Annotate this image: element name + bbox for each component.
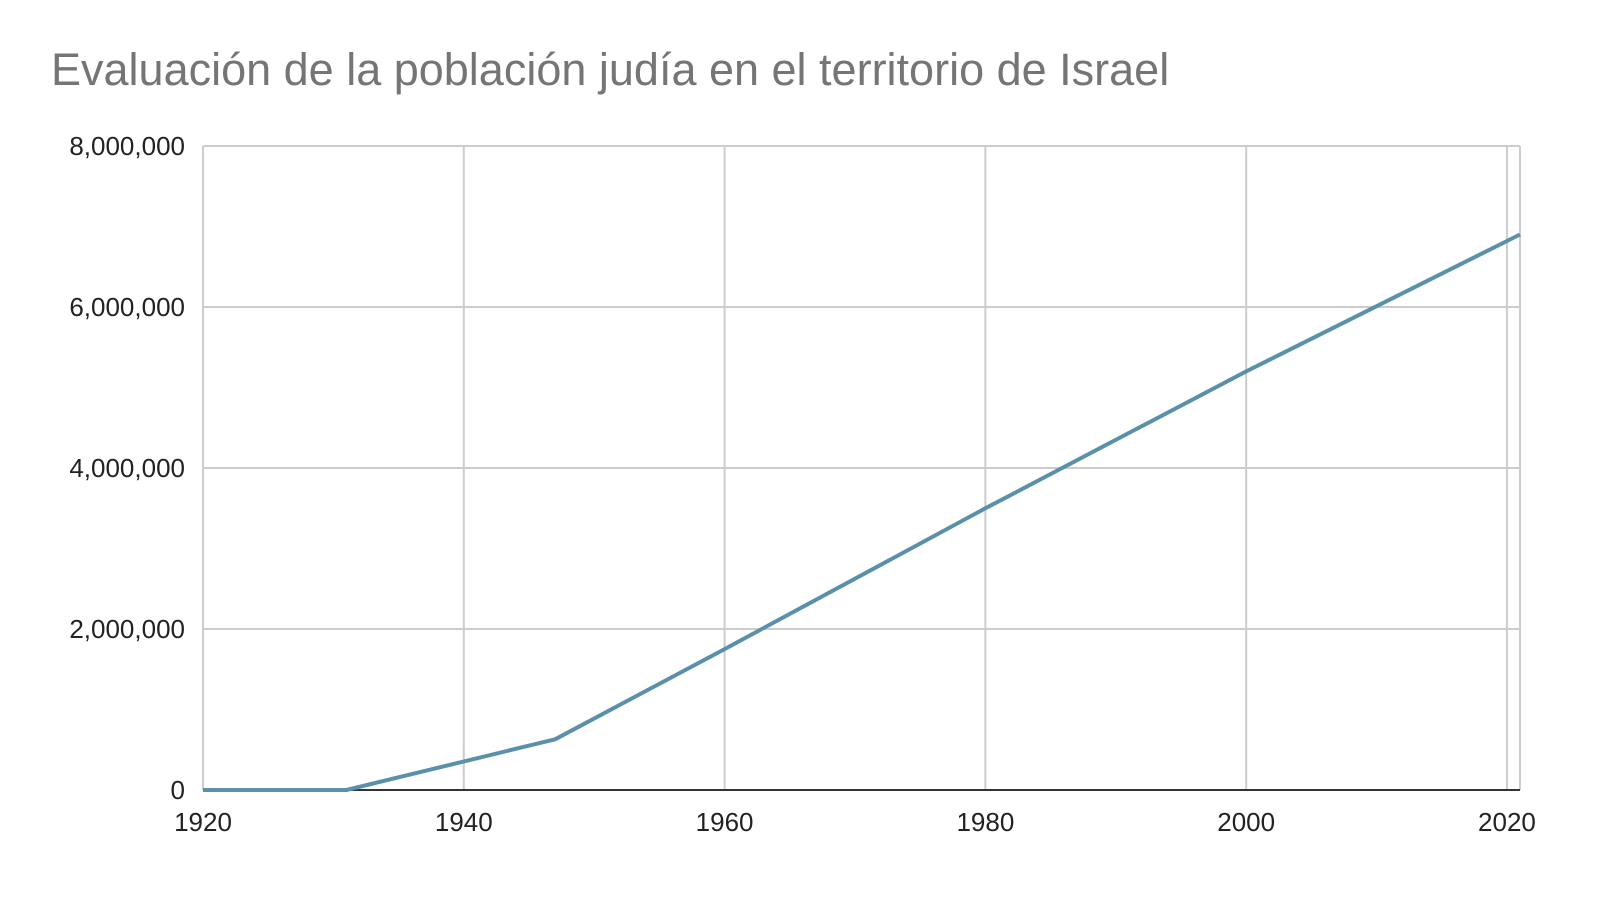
x-tick-label: 1940 [435, 807, 493, 837]
gridlines [202, 145, 1521, 790]
y-tick-label: 8,000,000 [69, 131, 185, 161]
chart-title: Evaluación de la población judía en el t… [51, 44, 1170, 95]
y-tick-label: 0 [171, 775, 185, 805]
x-tick-label: 2000 [1217, 807, 1275, 837]
x-tick-label: 1920 [174, 807, 232, 837]
series-line-0 [203, 232, 1521, 792]
x-tick-labels: 1920 1940 1960 1980 2000 2020 [174, 807, 1536, 837]
y-tick-label: 6,000,000 [69, 292, 185, 322]
x-tick-label: 2020 [1478, 807, 1536, 837]
y-tick-label: 4,000,000 [69, 453, 185, 483]
x-tick-label: 1980 [956, 807, 1014, 837]
y-tick-labels: 0 2,000,000 4,000,000 6,000,000 8,000,000 [69, 131, 185, 805]
y-tick-label: 2,000,000 [69, 614, 185, 644]
series-group [203, 232, 1521, 792]
x-tick-label: 1960 [696, 807, 754, 837]
